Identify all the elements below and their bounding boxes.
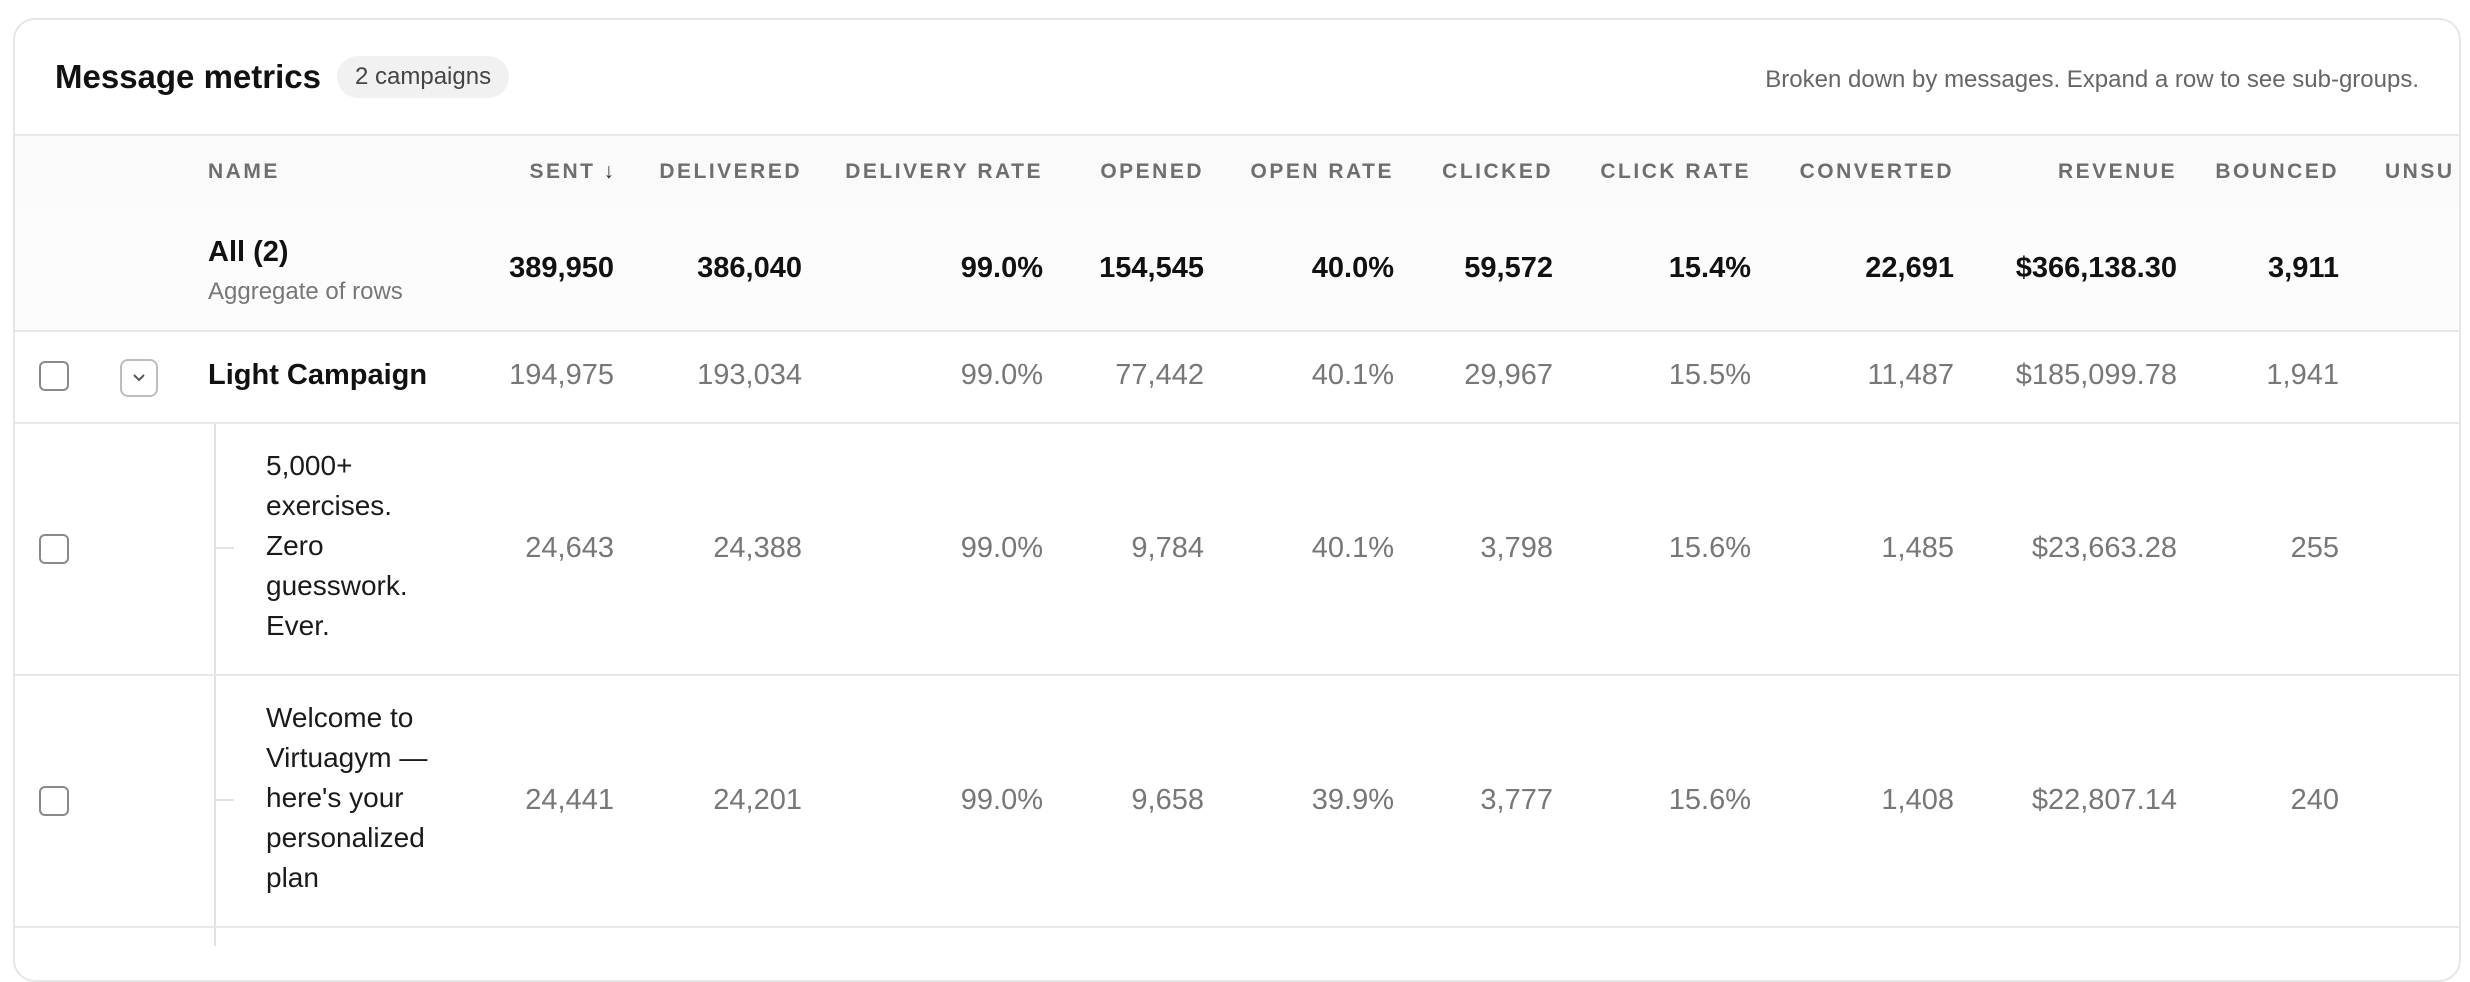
row-checkbox[interactable]	[39, 786, 69, 816]
table-row: Welcome to Virtuagym — here's your perso…	[15, 676, 2459, 928]
tree-connector-line	[214, 424, 216, 946]
table-row: Light Campaign 194,975 193,034 99.0% 77,…	[15, 332, 2459, 424]
campaign-clicked: 29,967	[1464, 359, 1553, 391]
campaign-opened: 77,442	[1115, 359, 1204, 391]
message-clicked: 3,798	[1480, 532, 1553, 564]
tree-connector-tick	[216, 547, 234, 549]
tree-connector-tick	[216, 799, 234, 801]
message-sent: 24,441	[525, 784, 614, 816]
message-sent: 24,643	[525, 532, 614, 564]
aggregate-subtitle: Aggregate of rows	[208, 278, 403, 305]
row-checkbox[interactable]	[39, 361, 69, 391]
campaign-click-rate: 15.5%	[1668, 359, 1751, 391]
row-checkbox[interactable]	[39, 534, 69, 564]
aggregate-converted: 22,691	[1865, 252, 1954, 284]
column-header-sent[interactable]: SENT ↓	[529, 136, 614, 208]
expand-row-button[interactable]	[120, 359, 158, 397]
column-header-revenue[interactable]: REVENUE	[2057, 160, 2177, 183]
campaign-delivery-rate: 99.0%	[960, 359, 1043, 391]
campaign-name[interactable]: Light Campaign	[208, 359, 428, 391]
column-header-bounced[interactable]: BOUNCED	[2215, 160, 2339, 183]
header-subtitle: Broken down by messages. Expand a row to…	[1765, 66, 2419, 93]
column-header-converted[interactable]: CONVERTED	[1799, 160, 1954, 183]
message-bounced: 240	[2290, 784, 2339, 816]
message-opened: 9,784	[1131, 532, 1204, 564]
message-delivered: 24,201	[713, 784, 802, 816]
aggregate-clicked: 59,572	[1464, 252, 1553, 284]
message-delivered: 24,388	[713, 532, 802, 564]
column-header-opened[interactable]: OPENED	[1100, 160, 1204, 183]
aggregate-open-rate: 40.0%	[1311, 252, 1394, 284]
campaign-revenue: $185,099.78	[2015, 359, 2177, 391]
table-row: 5,000+ exercises. Zero guesswork. Ever. …	[15, 424, 2459, 676]
table-header: NAME SENT ↓ DELIVERED DELIVERY RATE OPENE…	[15, 134, 2459, 210]
message-open-rate: 39.9%	[1311, 784, 1394, 816]
column-header-delivered[interactable]: DELIVERED	[659, 160, 802, 183]
aggregate-click-rate: 15.4%	[1668, 252, 1751, 284]
aggregate-sent: 389,950	[509, 252, 614, 284]
message-revenue: $23,663.28	[2031, 532, 2177, 564]
message-delivery-rate: 99.0%	[960, 532, 1043, 564]
aggregate-delivered: 386,040	[697, 252, 802, 284]
campaign-open-rate: 40.1%	[1311, 359, 1394, 391]
campaign-bounced: 1,941	[2266, 359, 2339, 391]
message-converted: 1,408	[1881, 784, 1954, 816]
campaign-sent: 194,975	[509, 359, 614, 391]
message-revenue: $22,807.14	[2031, 784, 2177, 816]
campaign-converted: 11,487	[1867, 359, 1954, 391]
aggregate-bounced: 3,911	[2268, 252, 2339, 284]
column-header-click-rate[interactable]: CLICK RATE	[1600, 160, 1751, 183]
chevron-down-icon	[133, 374, 145, 382]
message-clicked: 3,777	[1480, 784, 1553, 816]
message-delivery-rate: 99.0%	[960, 784, 1043, 816]
message-name[interactable]: 5,000+ exercises. Zero guesswork. Ever.	[266, 450, 408, 641]
column-header-delivery-rate[interactable]: DELIVERY RATE	[845, 160, 1043, 183]
aggregate-delivery-rate: 99.0%	[960, 252, 1043, 284]
column-header-unsubscribed[interactable]: UNSU	[2385, 160, 2455, 183]
message-name[interactable]: Welcome to Virtuagym — here's your perso…	[266, 702, 428, 893]
message-click-rate: 15.6%	[1668, 532, 1751, 564]
message-converted: 1,485	[1881, 532, 1954, 564]
message-bounced: 255	[2290, 532, 2339, 564]
aggregate-opened: 154,545	[1099, 252, 1204, 284]
campaign-delivered: 193,034	[697, 359, 802, 391]
page-title: Message metrics	[55, 58, 321, 95]
column-header-sent-label: SENT	[529, 160, 596, 183]
message-opened: 9,658	[1131, 784, 1204, 816]
aggregate-row: All (2) Aggregate of rows 389,950 386,04…	[15, 208, 2459, 332]
aggregate-name: All (2)	[208, 236, 289, 268]
column-header-name[interactable]: NAME	[208, 160, 280, 183]
card-header: Message metrics 2 campaigns Broken down …	[15, 20, 2459, 134]
column-header-open-rate[interactable]: OPEN RATE	[1250, 160, 1394, 183]
aggregate-revenue: $366,138.30	[2015, 252, 2177, 284]
arrow-down-icon: ↓	[603, 160, 615, 183]
message-click-rate: 15.6%	[1668, 784, 1751, 816]
message-open-rate: 40.1%	[1311, 532, 1394, 564]
campaign-count-badge: 2 campaigns	[337, 56, 510, 98]
column-header-clicked[interactable]: CLICKED	[1442, 160, 1553, 183]
message-metrics-card: Message metrics 2 campaigns Broken down …	[13, 18, 2461, 982]
